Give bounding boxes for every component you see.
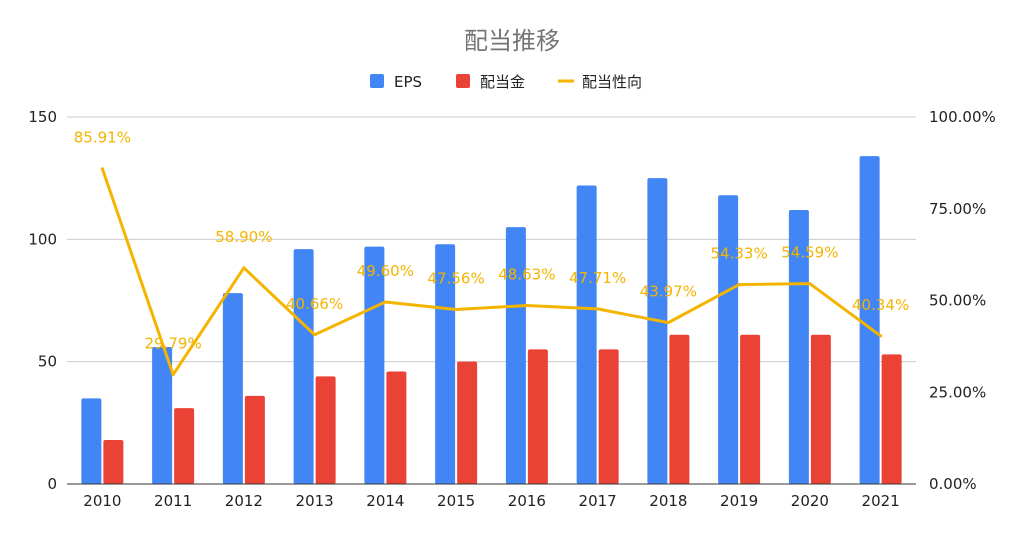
eps-bar [222, 293, 243, 484]
x-tick-label: 2012 [225, 492, 263, 510]
payout-ratio-data-label: 47.71% [569, 269, 626, 287]
payout-ratio-point [596, 307, 600, 311]
left-tick-label: 150 [28, 108, 57, 126]
payout-ratio-point [737, 283, 741, 287]
payout-ratio-series [100, 167, 883, 377]
payout-ratio-data-label: 40.66% [286, 295, 343, 313]
x-axis: 2010 2011 2012 2013 2014 2015 2016 2017 2018 2019… [67, 483, 916, 510]
x-tick-label: 2010 [83, 492, 121, 510]
dividend-bar [881, 354, 902, 484]
right-tick-label: 75.00% [929, 200, 986, 218]
dividend-bar [457, 361, 478, 484]
eps-bar [293, 249, 314, 484]
payout-ratio-data-label: 48.63% [498, 266, 555, 284]
x-tick-label: 2019 [720, 492, 758, 510]
left-tick-label: 50 [38, 353, 57, 371]
payout-ratio-line [100, 168, 882, 377]
left-axis-ticks: 0 50 100 150 [28, 108, 57, 493]
payout-ratio-point [666, 321, 670, 325]
bar-series [81, 156, 902, 485]
payout-ratio-point [808, 282, 812, 286]
eps-bar [859, 156, 880, 484]
dividend-bar [386, 371, 407, 484]
eps-bar [718, 195, 739, 484]
x-tick-label: 2015 [437, 492, 475, 510]
payout-ratio-data-label: 43.97% [640, 283, 697, 301]
payout-ratio-data-label: 54.33% [711, 245, 768, 263]
x-tick-label: 2014 [366, 492, 404, 510]
dividend-bar [174, 408, 195, 484]
dividend-bar [527, 349, 548, 484]
chart-title: 配当推移 [464, 27, 560, 55]
left-tick-label: 100 [28, 230, 57, 248]
payout-ratio-data-label: 49.60% [357, 262, 414, 280]
x-tick-label: 2013 [296, 492, 334, 510]
x-tick-label: 2016 [508, 492, 546, 510]
x-tick-label: 2018 [649, 492, 687, 510]
payout-ratio-point [879, 334, 883, 338]
eps-bar [364, 246, 385, 484]
legend: EPS 配当金 配当性向 [370, 73, 642, 91]
dividend-bar [740, 334, 761, 484]
legend-swatch [456, 74, 470, 88]
right-axis-ticks: 0.00% 25.00% 50.00% 75.00% 100.00% [929, 108, 996, 493]
legend-swatch [370, 74, 384, 88]
dividend-bar [598, 349, 619, 484]
payout-ratio-point [454, 307, 458, 311]
gridlines [67, 116, 916, 363]
eps-bar [152, 346, 173, 484]
eps-bar [81, 398, 102, 484]
dividend-bar [103, 439, 124, 484]
x-tick-label: 2011 [154, 492, 192, 510]
eps-bar [435, 244, 456, 484]
payout-ratio-point [383, 300, 387, 304]
right-tick-label: 0.00% [929, 475, 977, 493]
payout-ratio-point [525, 304, 529, 308]
payout-ratio-point [171, 373, 175, 377]
legend-label: 配当性向 [582, 73, 642, 91]
x-tick-label: 2021 [862, 492, 900, 510]
legend-label: 配当金 [480, 73, 525, 91]
payout-ratio-data-label: 29.79% [145, 335, 202, 353]
right-tick-label: 25.00% [929, 383, 986, 401]
payout-ratio-data-label: 54.59% [781, 244, 838, 262]
eps-bar [505, 227, 526, 484]
right-tick-label: 100.00% [929, 108, 996, 126]
eps-bar [788, 209, 809, 484]
payout-ratio-labels: 85.91% 29.79% 58.90% 40.66% 49.60% 47.56% 48.6… [74, 129, 909, 353]
payout-ratio-data-label: 47.56% [428, 269, 485, 287]
eps-bar [576, 185, 597, 485]
payout-ratio-data-label: 58.90% [215, 228, 272, 246]
x-tick-label: 2017 [579, 492, 617, 510]
payout-ratio-point [242, 266, 246, 270]
left-tick-label: 0 [47, 475, 57, 493]
dividend-bar [669, 334, 690, 484]
right-tick-label: 50.00% [929, 292, 986, 310]
legend-label: EPS [394, 73, 422, 91]
dividend-bar [315, 376, 336, 484]
payout-ratio-data-label: 85.91% [74, 129, 131, 147]
payout-ratio-data-label: 40.34% [852, 296, 909, 314]
eps-bar [647, 178, 668, 484]
payout-ratio-point [313, 333, 317, 337]
dividend-bar [244, 395, 265, 484]
x-tick-label: 2020 [791, 492, 829, 510]
dividend-bar [810, 334, 831, 484]
payout-ratio-point [100, 167, 104, 171]
